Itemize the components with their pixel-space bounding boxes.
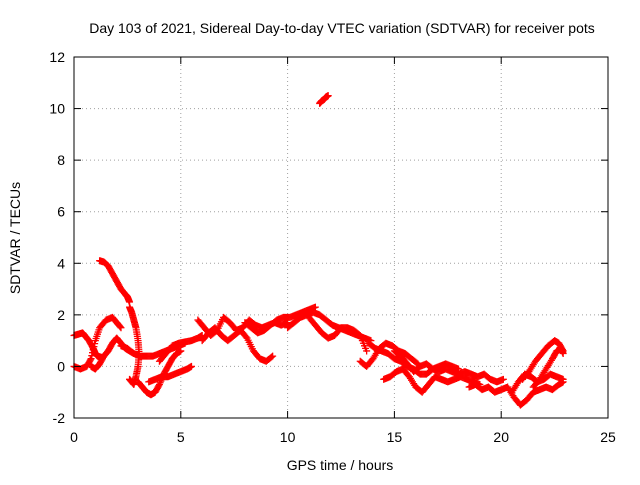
data-point — [324, 92, 332, 100]
data-point — [187, 362, 195, 370]
y-tick-label: -2 — [53, 410, 66, 426]
y-tick-label: 6 — [57, 204, 65, 220]
data-point — [363, 347, 371, 355]
series-track-c — [96, 257, 134, 306]
x-tick-label: 20 — [493, 429, 509, 445]
data-point — [90, 343, 98, 351]
chart-title: Day 103 of 2021, Sidereal Day-to-day VTE… — [89, 20, 595, 36]
series-track-n — [305, 313, 371, 355]
x-axis-label: GPS time / hours — [287, 457, 394, 473]
data-point — [499, 375, 507, 383]
x-tick-label: 10 — [280, 429, 296, 445]
x-tick-label: 15 — [387, 429, 403, 445]
data-point — [155, 382, 163, 390]
series-track-h — [145, 362, 195, 386]
series-track-p — [365, 339, 462, 378]
series-track-r — [390, 347, 507, 386]
y-tick-label: 10 — [49, 101, 65, 117]
y-axis-label: SDTVAR / TECUs — [7, 182, 23, 294]
grid — [74, 57, 608, 418]
series-track-k — [198, 324, 277, 365]
data-point — [89, 349, 97, 357]
data-point — [117, 324, 125, 332]
data-points — [70, 92, 567, 409]
y-tick-label: 4 — [57, 255, 65, 271]
data-point — [87, 355, 95, 363]
data-point — [89, 346, 97, 354]
x-tick-label: 0 — [70, 429, 78, 445]
series-track-l — [241, 303, 319, 337]
data-point — [413, 359, 421, 367]
data-point — [177, 347, 185, 355]
data-point — [269, 352, 277, 360]
y-tick-label: 12 — [49, 49, 65, 65]
data-point — [559, 350, 567, 358]
data-point — [559, 375, 567, 383]
y-tick-label: 8 — [57, 152, 65, 168]
y-tick-label: 0 — [57, 358, 65, 374]
data-point — [88, 352, 96, 360]
plot-frame — [73, 56, 609, 419]
x-tick-label: 5 — [177, 429, 185, 445]
x-tick-label: 25 — [600, 429, 616, 445]
y-tick-label: 2 — [57, 307, 65, 323]
series-track-v — [529, 344, 567, 391]
data-point — [116, 323, 124, 331]
series-outlier-cluster — [316, 92, 332, 107]
data-point — [268, 353, 276, 361]
data-point — [311, 303, 319, 311]
series-track-u — [519, 337, 567, 383]
data-point — [91, 340, 99, 348]
series-track-a — [70, 329, 106, 361]
data-point — [126, 375, 134, 383]
series-track-d — [126, 303, 143, 388]
data-point — [86, 356, 94, 364]
series-track-s — [465, 378, 567, 409]
data-point — [126, 376, 134, 384]
